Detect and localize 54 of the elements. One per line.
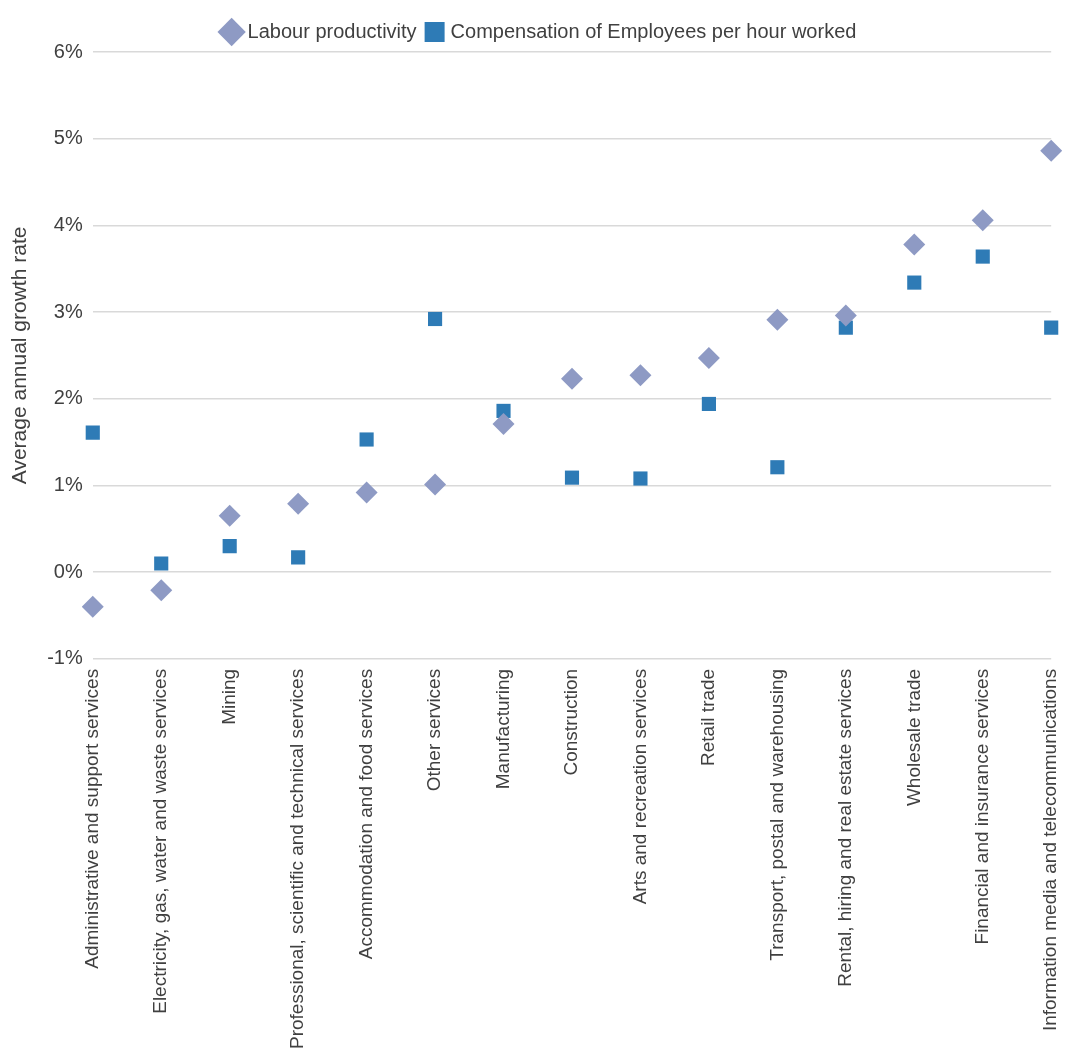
- point: [701, 396, 716, 412]
- y-tick-label: 0%: [53, 559, 83, 582]
- x-tick-label: Information media and telecommunications: [1039, 668, 1061, 1032]
- x-tick-label: Manufacturing: [491, 668, 513, 790]
- point: [629, 364, 652, 387]
- point: [218, 504, 241, 527]
- point: [222, 539, 237, 554]
- point: [359, 432, 374, 447]
- point: [633, 471, 648, 486]
- x-tick-label: Wholesale trade: [902, 668, 924, 807]
- x-tick-label: Rental, hiring and real estate services: [834, 668, 856, 987]
- y-tick-label: 1%: [53, 472, 83, 495]
- x-tick-label: Arts and recreation services: [628, 668, 650, 905]
- point: [85, 425, 100, 440]
- point: [766, 308, 789, 331]
- x-tick-label: Mining: [217, 668, 239, 725]
- x-tick-label: Electricity, gas, water and waste services: [149, 668, 171, 1014]
- x-tick-label: Retail trade: [697, 668, 719, 766]
- legend-label: Compensation of Employees per hour worked: [450, 19, 857, 42]
- point: [834, 304, 857, 327]
- point: [424, 473, 447, 496]
- point: [975, 249, 990, 264]
- point: [1040, 139, 1063, 162]
- y-tick-label: 5%: [53, 126, 83, 149]
- point: [492, 412, 515, 435]
- point: [560, 367, 583, 390]
- point: [355, 481, 378, 504]
- y-tick-label: -1%: [47, 646, 83, 669]
- point: [903, 233, 926, 256]
- point: [1044, 320, 1059, 335]
- x-tick-label: Professional, scientific and technical services: [286, 668, 308, 1050]
- legend-label: Labour productivity: [247, 19, 417, 42]
- y-tick-label: 3%: [53, 299, 83, 322]
- point: [150, 579, 173, 602]
- x-tick-label: Accommodation and food services: [354, 668, 376, 960]
- point: [697, 347, 720, 370]
- y-tick-label: 2%: [53, 386, 83, 409]
- y-axis-title: Average annual growth rate: [7, 226, 31, 485]
- x-tick-label: Financial and insurance services: [970, 668, 992, 945]
- point: [971, 209, 994, 232]
- y-tick-label: 4%: [53, 212, 83, 235]
- x-tick-label: Transport, postal and warehousing: [765, 668, 787, 961]
- x-tick-label: Construction: [560, 668, 582, 776]
- point: [770, 460, 785, 475]
- point: [154, 556, 169, 571]
- point: [564, 470, 580, 485]
- point: [291, 550, 306, 565]
- x-tick-label: Administrative and support services: [81, 668, 102, 969]
- x-tick-label: Other services: [423, 668, 445, 792]
- point: [907, 275, 922, 290]
- point: [427, 311, 443, 327]
- y-tick-label: 6%: [53, 39, 83, 62]
- point: [81, 595, 104, 618]
- point: [287, 492, 310, 515]
